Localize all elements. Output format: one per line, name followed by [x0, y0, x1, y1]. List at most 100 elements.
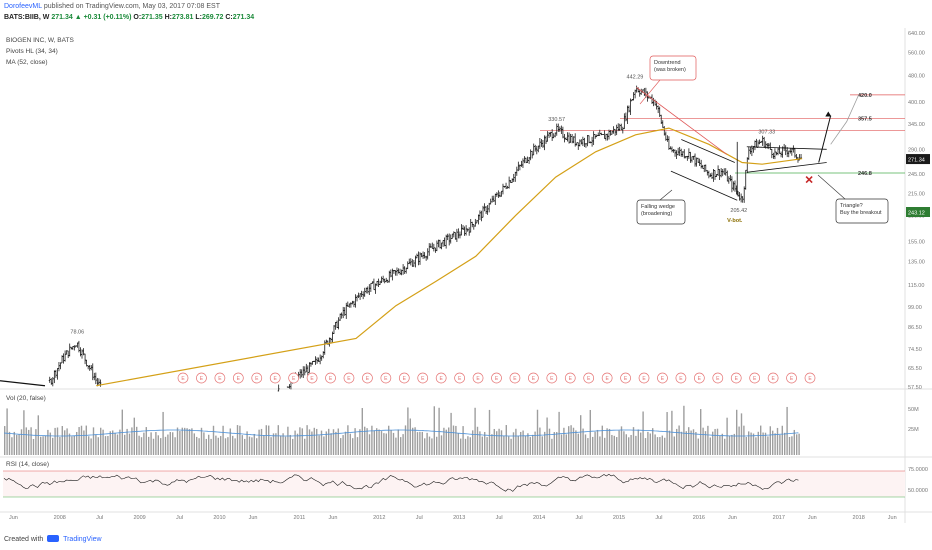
price-bar — [583, 137, 586, 147]
volume-bar — [700, 409, 702, 455]
volume-bar — [757, 431, 759, 455]
price-bar — [514, 171, 517, 182]
earnings-marker-label: E — [605, 376, 609, 382]
author-link[interactable]: DorofeevML — [4, 3, 42, 10]
volume-bar — [592, 436, 594, 455]
price-bar — [689, 151, 692, 163]
volume-bar — [359, 429, 361, 455]
price-bar — [521, 158, 524, 169]
time-axis-tick: 2018 — [853, 515, 865, 521]
volume-bar — [637, 429, 639, 455]
volume-bar — [536, 409, 539, 455]
wedge-lower-line — [670, 170, 738, 201]
volume-bar — [284, 436, 287, 455]
volume-bar — [724, 438, 726, 455]
price-bar — [442, 240, 445, 247]
wedge-callout-box — [636, 199, 686, 225]
price-axis-tick: 135.00 — [908, 260, 925, 266]
wedge-callout-text: Falling wedge — [641, 204, 675, 210]
volume-bar — [28, 429, 30, 455]
triangle-callout-text: Buy the breakout — [840, 210, 882, 216]
volume-bar — [100, 427, 102, 455]
legend-title[interactable]: BIOGEN INC, W, BATS — [6, 37, 74, 44]
price-bar — [717, 165, 720, 176]
volume-bar — [512, 432, 515, 455]
price-axis-tick: 57.50 — [908, 385, 922, 391]
price-bar — [414, 255, 417, 268]
price-bar — [592, 131, 595, 146]
volume-bar — [772, 430, 774, 455]
volume-bar — [541, 436, 543, 455]
volume-bar — [54, 427, 56, 455]
volume-bar — [469, 437, 471, 455]
price-bar — [529, 149, 532, 161]
volume-bar — [71, 436, 73, 455]
price-bar — [617, 123, 620, 132]
symbol-label[interactable]: BATS:BIIB, W — [4, 14, 50, 21]
price-bar — [563, 134, 566, 143]
earnings-marker-label: E — [292, 376, 296, 382]
volume-bar — [793, 429, 795, 455]
volume-bar — [140, 437, 143, 455]
volume-bar — [25, 427, 27, 455]
footer-brand[interactable]: TradingView — [63, 536, 102, 543]
volume-bar — [385, 433, 387, 455]
volume-bar — [212, 425, 215, 455]
volume-bar — [419, 431, 421, 455]
volume-bar — [704, 431, 707, 455]
earnings-marker-label: E — [790, 376, 794, 382]
legend-rsi[interactable]: RSI (14, close) — [6, 461, 49, 468]
price-bar — [793, 148, 796, 158]
price-bar — [382, 275, 385, 283]
volume-bar — [179, 430, 181, 455]
volume-bar — [236, 425, 239, 455]
volume-bar — [791, 436, 793, 455]
wedge-callout-text: (broadening) — [641, 211, 672, 217]
volume-bar — [316, 428, 318, 455]
price-bar — [368, 284, 371, 296]
volume-bar — [517, 435, 519, 455]
volume-bar — [344, 431, 347, 455]
price-bar — [486, 205, 489, 215]
volume-bar — [78, 427, 80, 455]
tradingview-logo-icon — [47, 535, 60, 542]
volume-bar — [767, 436, 769, 455]
volume-bar — [575, 430, 577, 455]
price-bar — [730, 176, 733, 193]
legend-pivots[interactable]: Pivots HL (34, 34) — [6, 48, 58, 55]
volume-bar — [546, 417, 548, 455]
volume-bar — [234, 438, 236, 455]
volume-bar — [232, 435, 234, 455]
price-bar — [508, 176, 511, 189]
volume-bar — [649, 433, 651, 455]
volume-bar — [551, 438, 553, 455]
volume-bar — [676, 428, 678, 455]
legend-ma[interactable]: MA (52, close) — [6, 59, 48, 66]
rsi-axis-tick: 50.0000 — [908, 488, 928, 494]
time-axis-tick: 2008 — [54, 515, 66, 521]
volume-bar — [294, 430, 296, 455]
volume-bar — [572, 427, 575, 455]
volume-ma-line — [3, 429, 799, 437]
volume-bar — [529, 437, 531, 455]
earnings-marker-label: E — [735, 376, 739, 382]
volume-bar — [347, 425, 349, 455]
volume-bar — [320, 430, 323, 455]
price-axis-tick: 290.00 — [908, 147, 925, 153]
volume-bar — [424, 438, 426, 455]
volume-bar — [148, 436, 150, 455]
price-badge — [906, 207, 930, 217]
earnings-marker-label: E — [661, 376, 665, 382]
price-bar — [800, 153, 803, 159]
volume-bar — [776, 427, 779, 455]
earnings-marker — [601, 372, 613, 384]
price-bar — [615, 124, 618, 136]
earnings-marker-label: E — [716, 376, 720, 382]
volume-bar — [337, 428, 339, 455]
earnings-marker — [804, 372, 816, 384]
legend-volume[interactable]: Vol (20, false) — [6, 395, 46, 402]
price-axis-tick: 480.00 — [908, 73, 925, 79]
volume-bar — [462, 426, 464, 455]
volume-bar — [748, 431, 750, 455]
